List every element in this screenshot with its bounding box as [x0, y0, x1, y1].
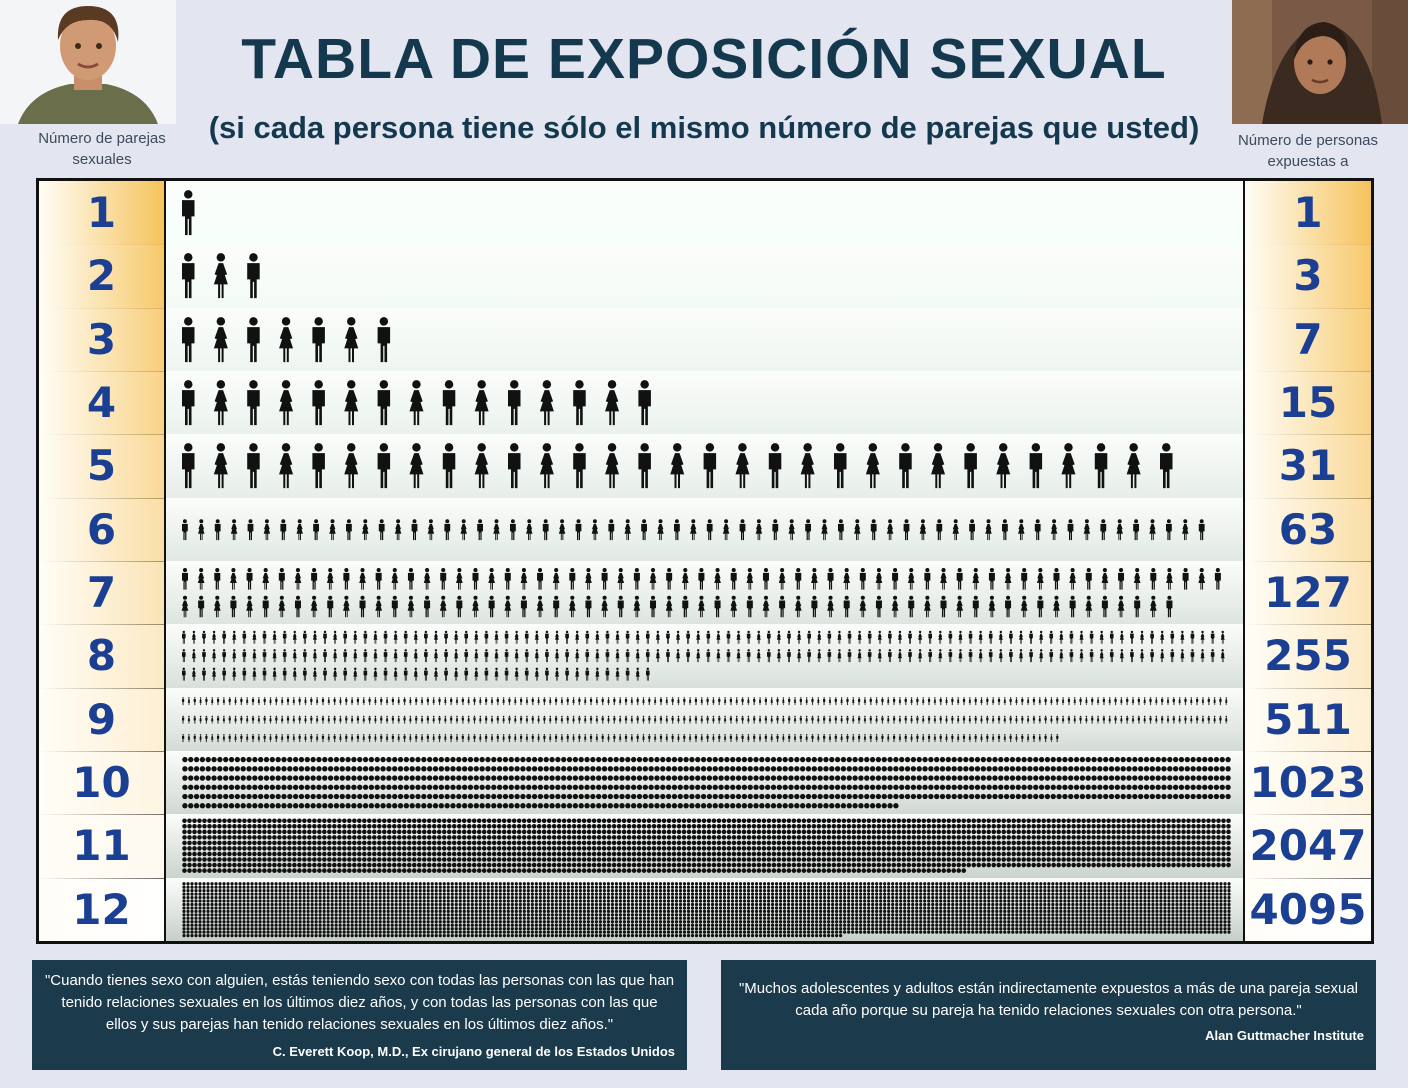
people-icons: [182, 818, 1231, 874]
people-figures: [166, 244, 1243, 308]
partners-value: 7: [39, 561, 166, 625]
guttmacher-quote-text: "Muchos adolescentes y adultos están ind…: [738, 980, 1359, 1019]
table-row: 10 1023: [39, 751, 1371, 816]
exposed-value: 4095: [1243, 877, 1371, 941]
partners-value: 10: [39, 751, 166, 815]
guttmacher-quote-box: "Muchos adolescentes y adultos están ind…: [721, 960, 1376, 1070]
partners-value: 11: [39, 814, 166, 878]
partners-value: 6: [39, 497, 166, 561]
partners-value: 9: [39, 687, 166, 751]
people-icons: [182, 316, 391, 362]
exposed-value: 7: [1243, 307, 1371, 371]
table-row: 5 31: [39, 434, 1371, 499]
table-row: 7 127: [39, 561, 1371, 626]
people-icons: [182, 380, 651, 426]
people-icons: [182, 696, 1228, 742]
man-photo: [0, 0, 176, 124]
page-subtitle: (si cada persona tiene sólo el mismo núm…: [208, 110, 1200, 145]
people-figures: [166, 687, 1243, 751]
exposure-table: 1 1 2 3 3 7 4 15 5 31 6 63 7 127 8 255 9 511 10 1023 11 2047 1…: [36, 178, 1374, 944]
exposed-value: 3: [1243, 244, 1371, 308]
exposed-value: 31: [1243, 434, 1371, 498]
partners-column-label: Número de parejas sexuales: [38, 130, 166, 168]
page-title: TABLA DE EXPOSICIÓN SEXUAL: [241, 27, 1167, 91]
exposed-value: 15: [1243, 371, 1371, 435]
partners-value: 12: [39, 877, 166, 941]
table-row: 9 511: [39, 687, 1371, 752]
people-icons: [182, 518, 1205, 540]
people-figures: [166, 877, 1243, 941]
people-icons: [181, 568, 1221, 618]
exposed-value: 255: [1243, 624, 1371, 688]
people-figures: [166, 814, 1243, 878]
partners-value: 8: [39, 624, 166, 688]
people-figures: [166, 307, 1243, 371]
woman-photo: [1232, 0, 1408, 124]
people-icons: [182, 881, 1231, 937]
table-row: 11 2047: [39, 814, 1371, 879]
koop-quote-text: "Cuando tienes sexo con alguien, estás t…: [44, 972, 675, 1033]
partners-value: 1: [39, 181, 166, 245]
exposed-column-label: Número de personas expuestas a: [1237, 132, 1379, 170]
people-icons: [182, 253, 260, 299]
exposed-value: 1023: [1243, 751, 1371, 815]
table-row: 8 255: [39, 624, 1371, 689]
people-figures: [166, 624, 1243, 688]
exposed-value: 1: [1243, 181, 1371, 245]
people-figures: [166, 434, 1243, 498]
people-figures: [166, 497, 1243, 561]
koop-quote-box: "Cuando tienes sexo con alguien, estás t…: [32, 960, 687, 1070]
guttmacher-quote-author: Alan Guttmacher Institute: [1205, 1028, 1364, 1043]
people-icons: [182, 631, 1225, 681]
people-icons: [182, 190, 195, 236]
people-icons: [182, 443, 1173, 489]
koop-quote-author: C. Everett Koop, M.D., Ex cirujano gener…: [272, 1044, 675, 1059]
exposed-value: 127: [1243, 561, 1371, 625]
exposed-value: 511: [1243, 687, 1371, 751]
exposed-value: 2047: [1243, 814, 1371, 878]
people-figures: [166, 561, 1243, 625]
partners-value: 4: [39, 371, 166, 435]
people-figures: [166, 371, 1243, 435]
partners-value: 5: [39, 434, 166, 498]
table-row: 4 15: [39, 371, 1371, 436]
partners-value: 2: [39, 244, 166, 308]
people-icons: [182, 756, 1231, 809]
people-figures: [166, 181, 1243, 245]
partners-value: 3: [39, 307, 166, 371]
table-row: 12 4095: [39, 877, 1371, 941]
people-figures: [166, 751, 1243, 815]
table-row: 6 63: [39, 497, 1371, 562]
exposed-value: 63: [1243, 497, 1371, 561]
